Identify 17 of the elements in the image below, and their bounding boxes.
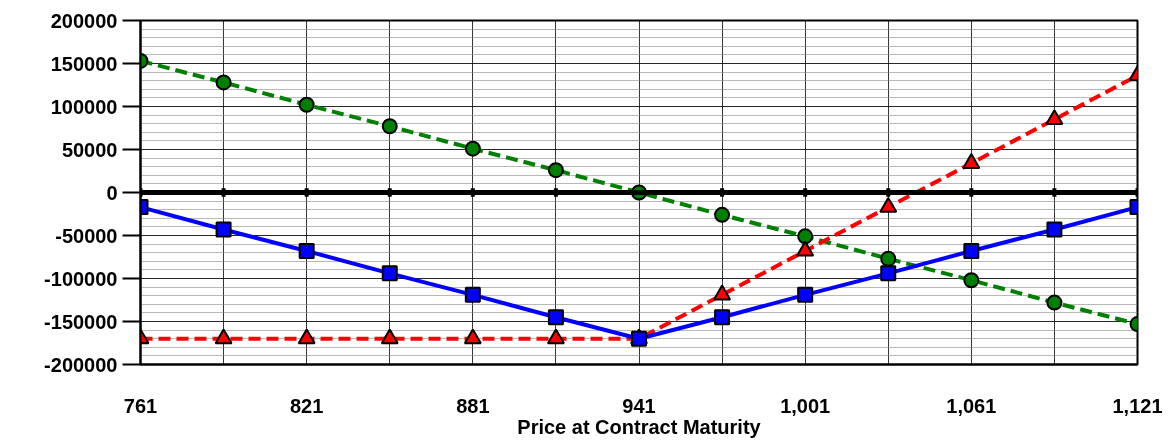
x-tick-label: 881	[456, 394, 490, 417]
x-tick-label: 821	[289, 394, 324, 417]
x-tick-label: 1,061	[946, 394, 997, 417]
y-tick-label: 0	[106, 181, 118, 204]
x-tick-label: 1,121	[1112, 394, 1163, 417]
x-tick-label: 941	[622, 394, 656, 417]
y-tick-label: -100000	[44, 267, 118, 290]
x-tick-label: 1,001	[780, 394, 831, 417]
y-tick-label: -150000	[44, 310, 118, 333]
y-tick-label: -200000	[44, 353, 118, 376]
x-tick-label: 761	[123, 394, 158, 417]
y-tick-label: 150000	[50, 52, 118, 75]
y-tick-label: 50000	[61, 138, 118, 161]
x-axis-title: Price at Contract Maturity	[517, 415, 762, 438]
y-tick-label: -50000	[55, 224, 118, 247]
y-tick-label: 200000	[50, 9, 118, 32]
y-tick-label: 100000	[50, 95, 118, 118]
